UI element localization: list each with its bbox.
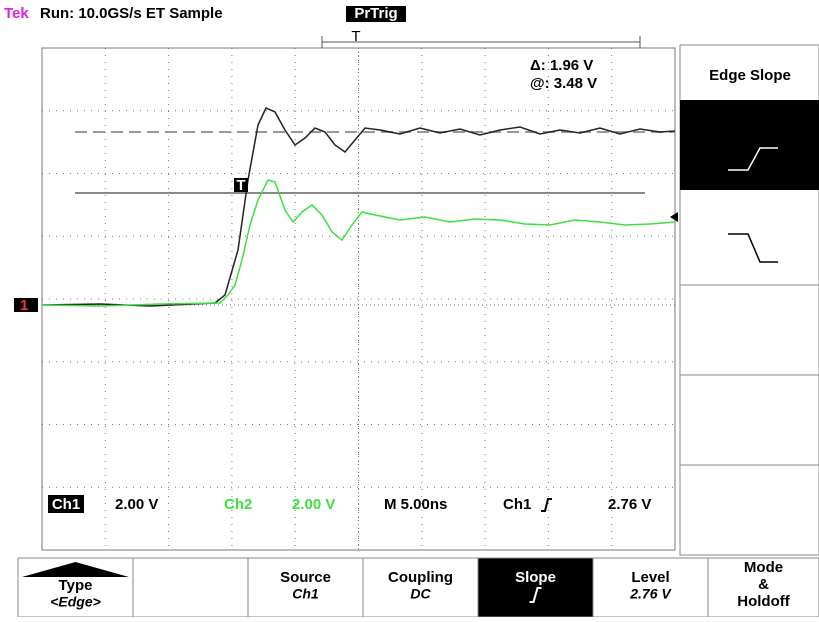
- ruler-trigger-marker: T: [351, 28, 360, 45]
- menu-label: Slope: [515, 569, 556, 586]
- menu-button[interactable]: [133, 558, 248, 617]
- oscilloscope-screen: Tek Run: 10.0GS/s ET Sample PrTrig T Δ: …: [0, 0, 819, 617]
- menu-value: <Edge>: [50, 594, 101, 610]
- body: {"header": {"brand": "Tek", "status": "R…: [0, 0, 819, 617]
- timebase: M 5.00ns: [384, 496, 447, 513]
- run-status: Run: 10.0GS/s ET Sample: [40, 5, 223, 22]
- cursor-delta: Δ: 1.96 V: [530, 57, 593, 74]
- menu-button[interactable]: [478, 558, 593, 617]
- menu-value: Ch1: [292, 586, 319, 602]
- trigger-level: 2.76 V: [608, 496, 651, 513]
- cursor-at: @: 3.48 V: [530, 75, 597, 92]
- menu-label: Coupling: [388, 569, 453, 586]
- menu-value: 2.76 V: [629, 586, 672, 602]
- menu-label: &: [758, 576, 769, 593]
- rising-slope-button[interactable]: [680, 100, 819, 190]
- graticule-frame: [42, 48, 675, 550]
- trigger-source: Ch1: [503, 496, 531, 513]
- ch2-waveform: [42, 180, 675, 306]
- ch2-scale: 2.00 V: [292, 496, 335, 513]
- trigger-state: PrTrig: [354, 5, 397, 22]
- ch2-label: Ch2: [224, 496, 252, 513]
- menu-label: Level: [631, 569, 669, 586]
- ch1-ground-marker: 1: [20, 297, 28, 314]
- side-menu: Edge Slope: [680, 45, 819, 555]
- menu-value: DC: [410, 586, 431, 602]
- graticule: [42, 48, 675, 550]
- menu-label: Mode: [744, 559, 783, 576]
- slope-icon: [541, 499, 552, 511]
- ch1-label: Ch1: [52, 496, 80, 513]
- trigger-point-marker: T: [236, 177, 245, 194]
- menu-label: Holdoff: [737, 593, 790, 610]
- menu-label: Type: [59, 577, 93, 594]
- ch1-scale: 2.00 V: [115, 496, 158, 513]
- side-menu-title: Edge Slope: [709, 67, 791, 84]
- trigger-level-arrow: [670, 212, 678, 222]
- menu-label: Source: [280, 569, 331, 586]
- page: html, body { margin: 0; padding: 0; back…: [0, 0, 819, 617]
- brand: Tek: [4, 5, 29, 22]
